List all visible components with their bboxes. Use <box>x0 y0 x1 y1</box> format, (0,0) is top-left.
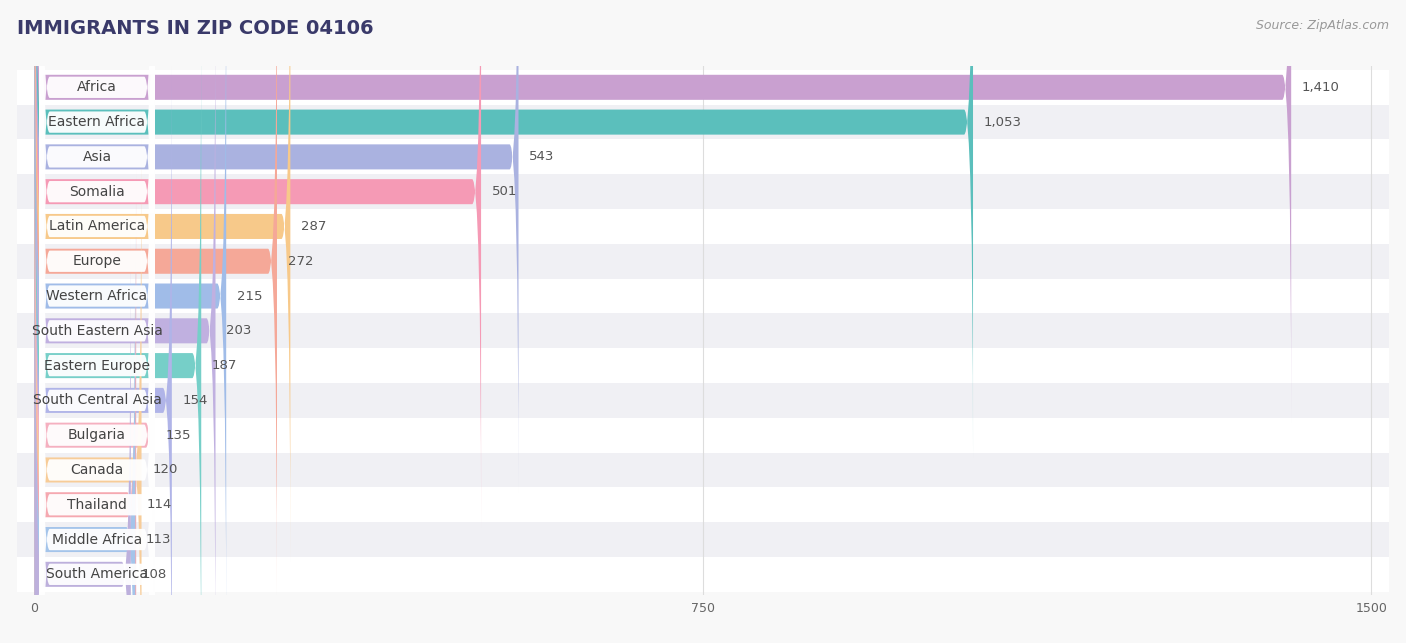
Text: Western Africa: Western Africa <box>46 289 148 303</box>
FancyBboxPatch shape <box>35 65 172 643</box>
Text: 113: 113 <box>146 533 172 546</box>
Text: Africa: Africa <box>77 80 117 95</box>
Text: Canada: Canada <box>70 463 124 477</box>
FancyBboxPatch shape <box>8 557 1406 592</box>
Text: South Eastern Asia: South Eastern Asia <box>31 324 163 338</box>
FancyBboxPatch shape <box>39 0 155 599</box>
Text: 1,053: 1,053 <box>984 116 1022 129</box>
FancyBboxPatch shape <box>35 239 131 643</box>
FancyBboxPatch shape <box>8 105 1406 140</box>
FancyBboxPatch shape <box>8 313 1406 349</box>
FancyBboxPatch shape <box>39 132 155 643</box>
FancyBboxPatch shape <box>39 98 155 643</box>
FancyBboxPatch shape <box>35 0 291 562</box>
Text: 114: 114 <box>146 498 173 511</box>
Text: Source: ZipAtlas.com: Source: ZipAtlas.com <box>1256 19 1389 32</box>
Text: 203: 203 <box>226 324 252 338</box>
FancyBboxPatch shape <box>39 0 155 643</box>
Text: 154: 154 <box>183 394 208 407</box>
Text: 120: 120 <box>152 464 177 476</box>
FancyBboxPatch shape <box>8 209 1406 244</box>
Text: Eastern Europe: Eastern Europe <box>44 359 150 372</box>
FancyBboxPatch shape <box>8 140 1406 174</box>
FancyBboxPatch shape <box>35 0 215 643</box>
FancyBboxPatch shape <box>8 70 1406 105</box>
Text: Bulgaria: Bulgaria <box>67 428 127 442</box>
Text: 187: 187 <box>212 359 238 372</box>
FancyBboxPatch shape <box>35 204 135 643</box>
Text: Somalia: Somalia <box>69 185 125 199</box>
FancyBboxPatch shape <box>35 0 481 527</box>
FancyBboxPatch shape <box>8 278 1406 313</box>
FancyBboxPatch shape <box>39 0 155 643</box>
FancyBboxPatch shape <box>35 169 136 643</box>
FancyBboxPatch shape <box>39 28 155 643</box>
FancyBboxPatch shape <box>39 63 155 643</box>
Text: South America: South America <box>46 567 148 581</box>
Text: 135: 135 <box>166 429 191 442</box>
Text: 287: 287 <box>301 220 326 233</box>
Text: 501: 501 <box>492 185 517 198</box>
FancyBboxPatch shape <box>39 168 155 643</box>
FancyBboxPatch shape <box>39 0 155 494</box>
FancyBboxPatch shape <box>35 0 1291 422</box>
Text: 215: 215 <box>236 289 263 302</box>
Text: Europe: Europe <box>73 254 121 268</box>
FancyBboxPatch shape <box>39 0 155 643</box>
FancyBboxPatch shape <box>8 174 1406 209</box>
Text: South Central Asia: South Central Asia <box>32 394 162 408</box>
Text: Latin America: Latin America <box>49 219 145 233</box>
FancyBboxPatch shape <box>8 244 1406 278</box>
Text: Eastern Africa: Eastern Africa <box>48 115 145 129</box>
FancyBboxPatch shape <box>35 0 519 493</box>
FancyBboxPatch shape <box>35 134 142 643</box>
FancyBboxPatch shape <box>39 0 155 564</box>
FancyBboxPatch shape <box>8 453 1406 487</box>
FancyBboxPatch shape <box>35 100 155 643</box>
FancyBboxPatch shape <box>35 30 201 643</box>
Text: 1,410: 1,410 <box>1302 81 1340 94</box>
FancyBboxPatch shape <box>39 0 155 633</box>
Text: 272: 272 <box>288 255 314 267</box>
Text: Middle Africa: Middle Africa <box>52 532 142 547</box>
FancyBboxPatch shape <box>8 487 1406 522</box>
Text: Thailand: Thailand <box>67 498 127 512</box>
FancyBboxPatch shape <box>39 0 155 643</box>
Text: 108: 108 <box>142 568 167 581</box>
Text: Asia: Asia <box>83 150 111 164</box>
FancyBboxPatch shape <box>35 0 226 631</box>
Text: 543: 543 <box>529 150 554 163</box>
Text: IMMIGRANTS IN ZIP CODE 04106: IMMIGRANTS IN ZIP CODE 04106 <box>17 19 374 39</box>
FancyBboxPatch shape <box>8 522 1406 557</box>
FancyBboxPatch shape <box>8 383 1406 418</box>
FancyBboxPatch shape <box>8 349 1406 383</box>
FancyBboxPatch shape <box>35 0 277 597</box>
FancyBboxPatch shape <box>39 0 155 643</box>
FancyBboxPatch shape <box>8 418 1406 453</box>
FancyBboxPatch shape <box>35 0 973 457</box>
FancyBboxPatch shape <box>39 0 155 529</box>
